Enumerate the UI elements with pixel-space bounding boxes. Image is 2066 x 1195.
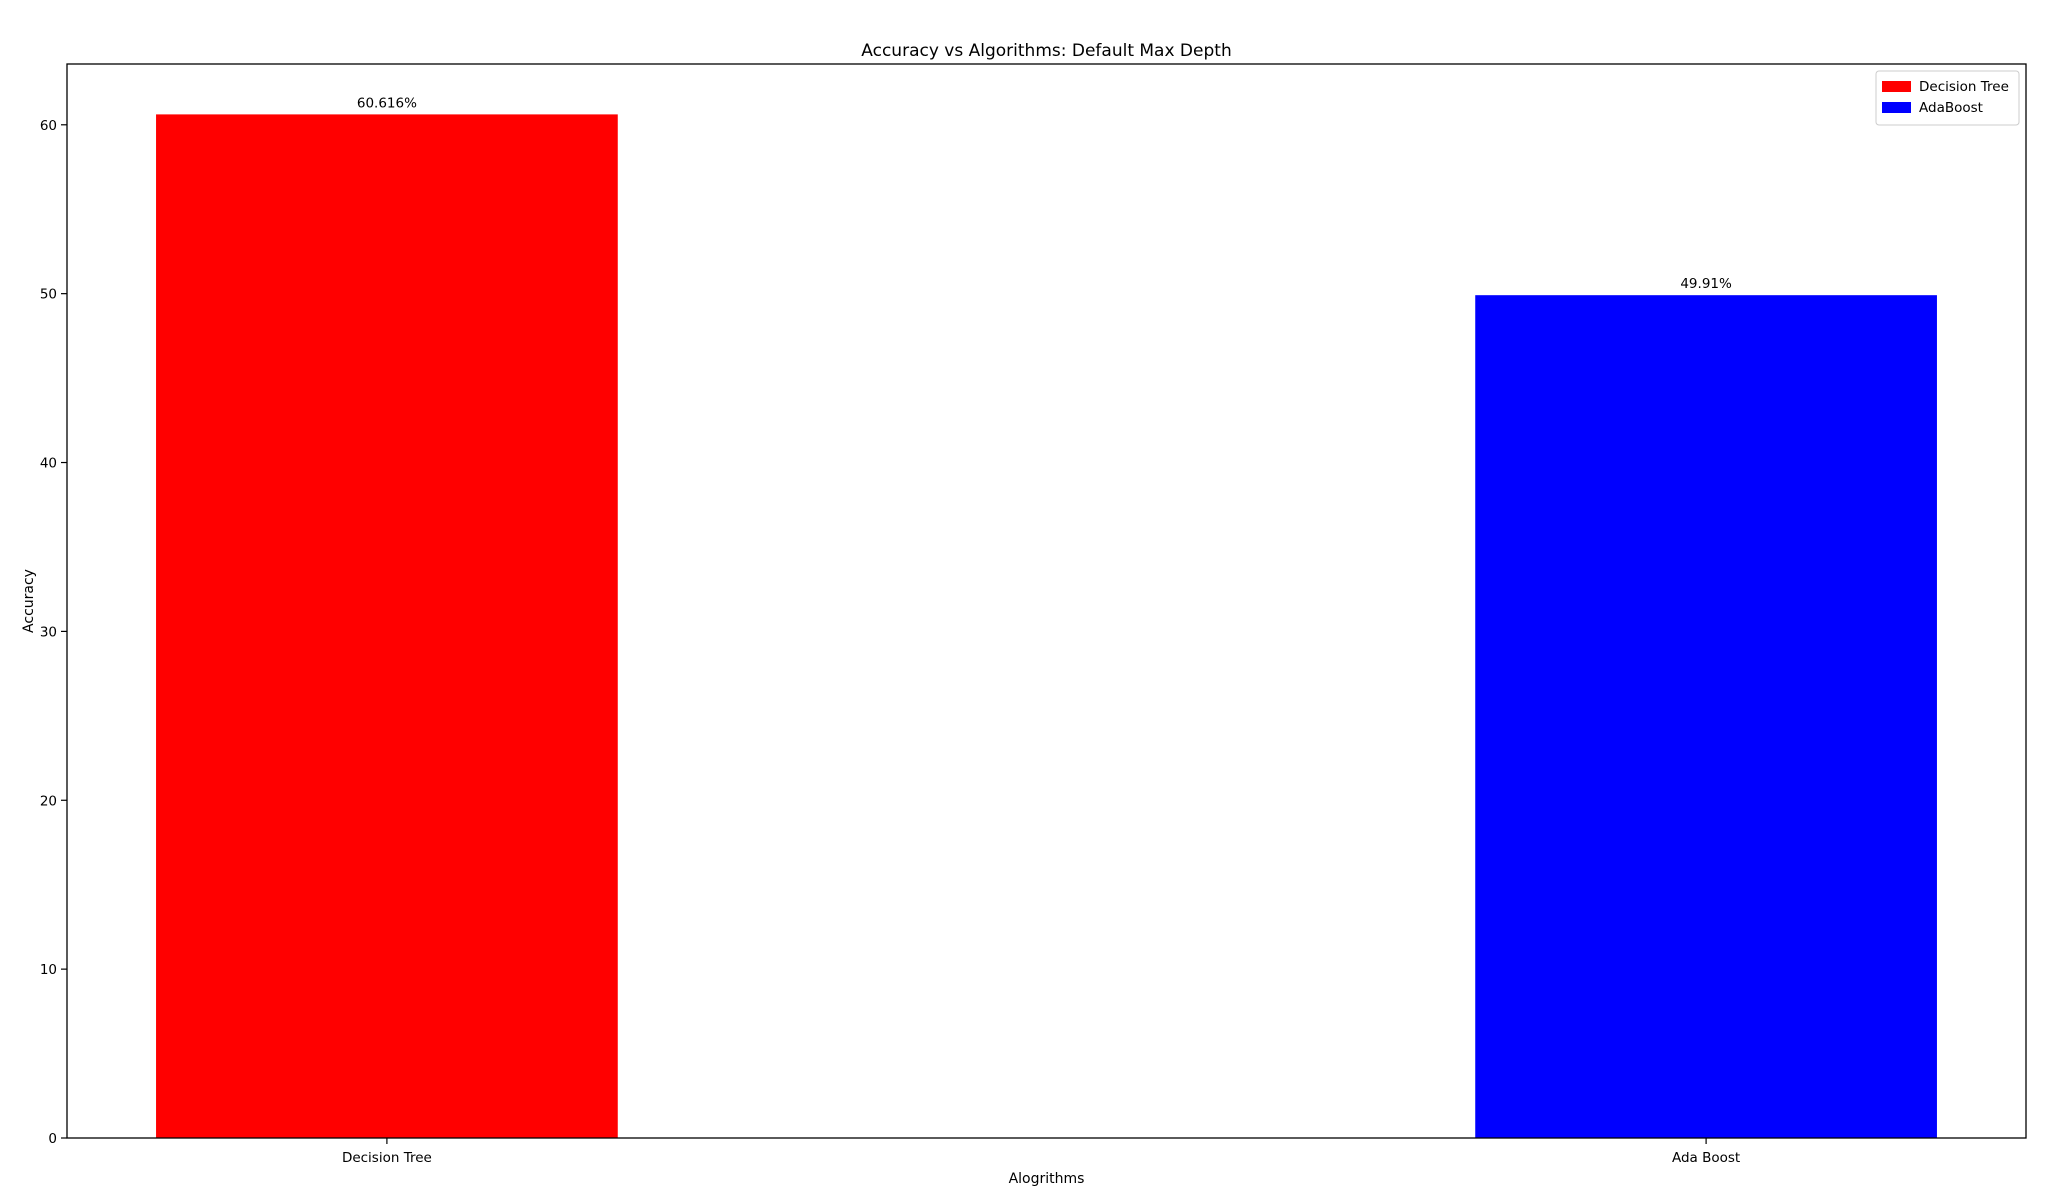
x-tick-label: Ada Boost: [1672, 1150, 1740, 1166]
bars: [156, 114, 1937, 1138]
y-tick-label: 20: [40, 793, 57, 809]
legend-swatch: [1882, 81, 1911, 92]
x-axis-ticks: Decision Tree Ada Boost: [342, 1138, 1740, 1166]
legend: Decision Tree AdaBoost: [1875, 70, 2020, 126]
x-axis-title: Alogrithms: [1009, 1171, 1085, 1187]
bar-value-label: 49.91%: [1680, 276, 1732, 292]
bar-decision-tree: [156, 114, 618, 1138]
legend-box: [1875, 70, 2020, 126]
bar-ada-boost: [1475, 295, 1937, 1138]
bar-value-label: 60.616%: [357, 95, 417, 111]
y-axis-ticks: 0 10 20 30 40 50 60: [40, 118, 67, 1147]
y-tick-label: 0: [48, 1131, 57, 1147]
y-axis-title: Accuracy: [21, 569, 37, 633]
chart-title: Accuracy vs Algorithms: Default Max Dept…: [861, 41, 1231, 61]
y-tick-label: 30: [40, 624, 57, 640]
x-tick-label: Decision Tree: [342, 1150, 432, 1166]
legend-swatch: [1882, 102, 1911, 113]
plot-frame: [66, 63, 2027, 1139]
y-tick-label: 40: [40, 456, 57, 472]
y-tick-label: 10: [40, 962, 57, 978]
y-tick-label: 50: [40, 287, 57, 303]
legend-label: Decision Tree: [1919, 79, 2009, 95]
bar-value-labels: 60.616% 49.91%: [357, 95, 1732, 292]
y-tick-label: 60: [40, 118, 57, 134]
legend-label: AdaBoost: [1919, 100, 1983, 116]
